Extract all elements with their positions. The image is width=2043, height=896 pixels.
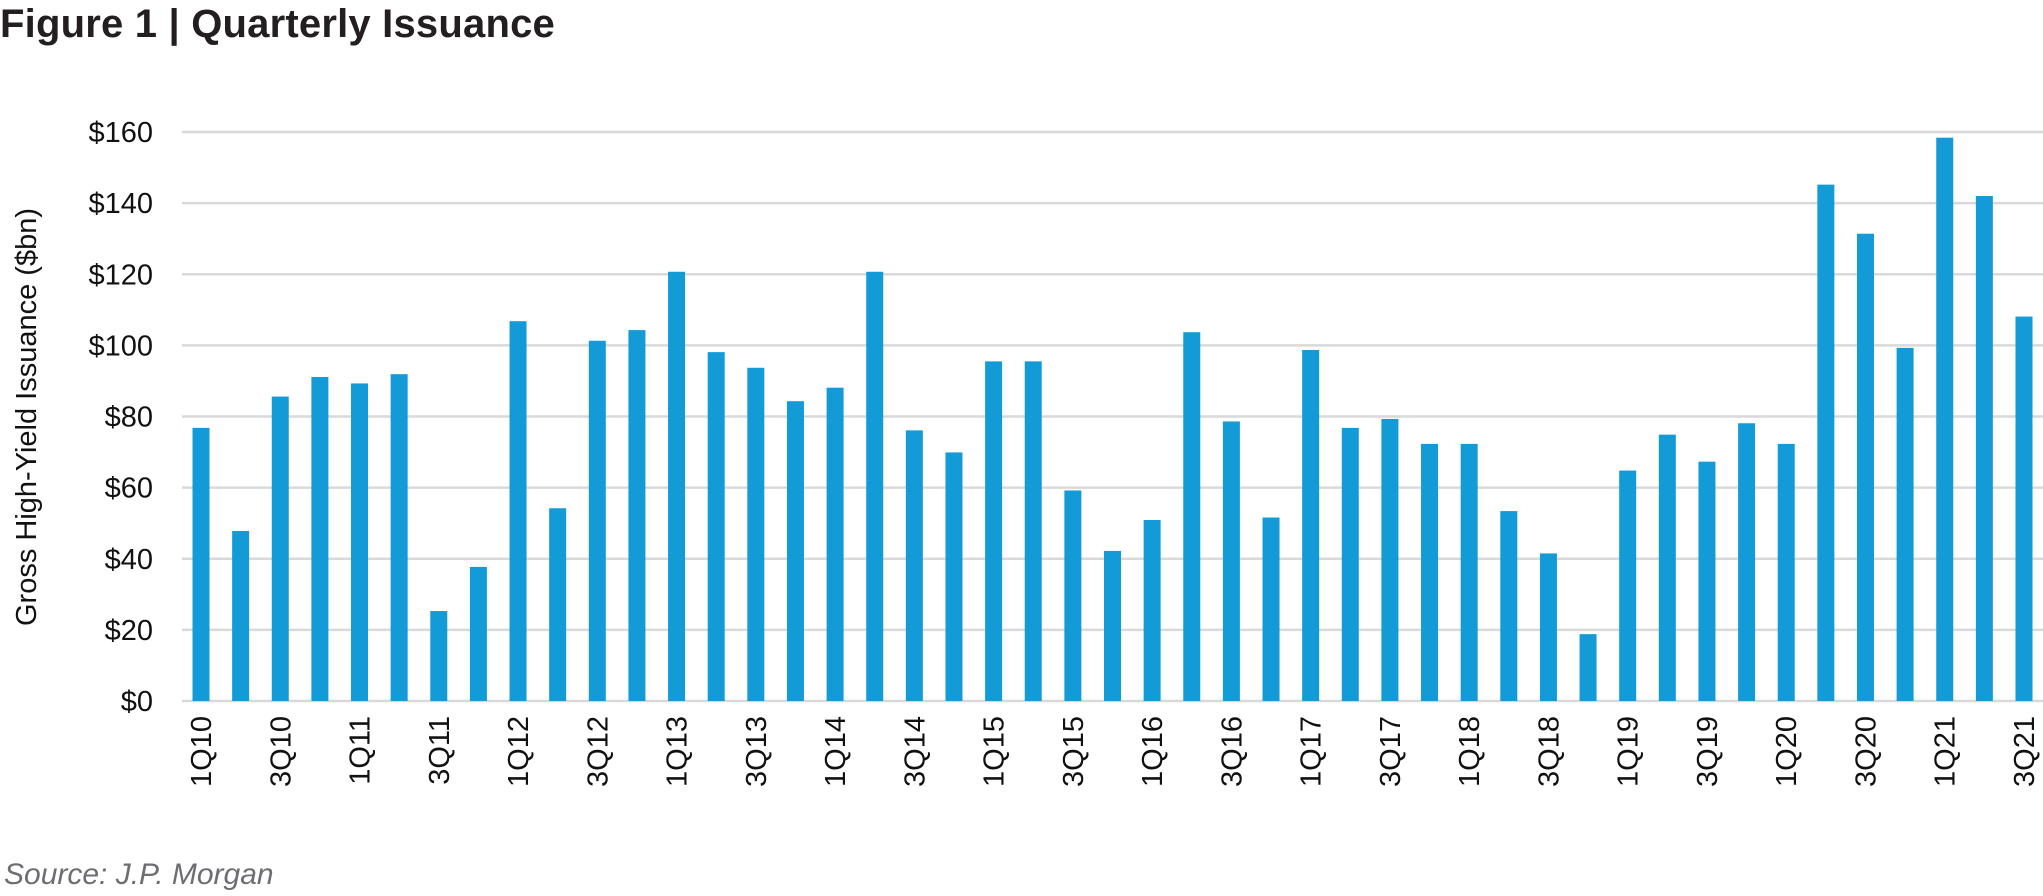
x-tick-label: 1Q21 bbox=[1930, 716, 1962, 787]
bar-2Q20 bbox=[1817, 184, 1835, 701]
bars bbox=[192, 137, 2033, 702]
bar-4Q10 bbox=[311, 377, 329, 701]
x-tick-label: 3Q20 bbox=[1850, 716, 1882, 787]
bar-1Q17 bbox=[1302, 349, 1320, 701]
x-tick-label: 1Q15 bbox=[979, 716, 1011, 787]
x-tick-label: 1Q18 bbox=[1454, 716, 1486, 787]
bar-1Q12 bbox=[509, 321, 527, 701]
x-axis-ticks: 1Q10 3Q10 1Q11 3Q11 1Q12 3Q12 1Q13 3Q13 1Q14 3Q14… bbox=[186, 716, 2041, 787]
y-tick-label: $100 bbox=[88, 330, 153, 362]
bar-2Q17 bbox=[1341, 427, 1359, 701]
bar-3Q19 bbox=[1698, 461, 1716, 701]
x-tick-label: 3Q11 bbox=[424, 716, 456, 785]
bar-4Q17 bbox=[1421, 443, 1439, 701]
bar-3Q18 bbox=[1539, 553, 1557, 701]
bar-3Q13 bbox=[747, 367, 765, 701]
bar-4Q13 bbox=[786, 401, 804, 701]
x-tick-label: 1Q19 bbox=[1613, 716, 1645, 787]
y-tick-label: $140 bbox=[88, 188, 153, 220]
bar-1Q10 bbox=[192, 427, 210, 701]
x-tick-label: 3Q10 bbox=[265, 716, 297, 787]
chart-title: Figure 1 | Quarterly Issuance bbox=[0, 2, 555, 46]
x-tick-label: 3Q19 bbox=[1692, 716, 1724, 787]
y-tick-label: $20 bbox=[105, 615, 153, 647]
bar-4Q12 bbox=[628, 330, 646, 701]
bar-2Q19 bbox=[1658, 434, 1676, 701]
bar-2Q18 bbox=[1500, 511, 1518, 701]
bar-2Q15 bbox=[1024, 361, 1042, 701]
bar-4Q20 bbox=[1896, 347, 1914, 701]
bar-1Q13 bbox=[668, 271, 686, 701]
bar-3Q21 bbox=[2015, 316, 2033, 701]
x-tick-label: 1Q14 bbox=[820, 716, 852, 787]
bar-4Q19 bbox=[1738, 423, 1756, 701]
y-tick-label: $160 bbox=[88, 117, 153, 149]
bar-4Q16 bbox=[1262, 517, 1280, 701]
x-tick-label: 1Q20 bbox=[1771, 716, 1803, 787]
bar-1Q11 bbox=[351, 383, 369, 701]
bar-2Q21 bbox=[1975, 196, 1993, 701]
x-tick-label: 3Q14 bbox=[899, 716, 931, 787]
bar-3Q11 bbox=[430, 611, 448, 701]
bar-1Q14 bbox=[826, 387, 844, 701]
x-tick-label: 1Q17 bbox=[1296, 716, 1328, 787]
x-tick-label: 3Q18 bbox=[1533, 716, 1565, 787]
bar-2Q11 bbox=[390, 374, 408, 701]
x-tick-label: 3Q12 bbox=[582, 716, 614, 787]
bar-1Q16 bbox=[1143, 519, 1161, 701]
x-tick-label: 3Q15 bbox=[1058, 716, 1090, 787]
bar-4Q11 bbox=[469, 566, 487, 701]
bar-3Q12 bbox=[588, 340, 606, 701]
bar-4Q18 bbox=[1579, 634, 1597, 701]
bar-2Q13 bbox=[707, 352, 725, 701]
y-axis-ticks: $0 $20 $40 $60 $80 $100 $120 $140 $160 bbox=[88, 117, 153, 718]
y-tick-label: $40 bbox=[105, 544, 153, 576]
bar-2Q14 bbox=[866, 271, 884, 701]
bar-1Q18 bbox=[1460, 443, 1478, 701]
x-tick-label: 1Q16 bbox=[1137, 716, 1169, 787]
bar-4Q14 bbox=[945, 452, 963, 701]
bar-3Q15 bbox=[1064, 490, 1082, 701]
bar-1Q21 bbox=[1936, 137, 1954, 701]
y-tick-label: $120 bbox=[88, 259, 153, 291]
bar-1Q20 bbox=[1777, 443, 1795, 701]
x-tick-label: 3Q16 bbox=[1216, 716, 1248, 787]
bar-3Q10 bbox=[271, 396, 289, 701]
x-tick-label: 1Q10 bbox=[186, 716, 218, 787]
x-tick-label: 1Q12 bbox=[503, 716, 535, 787]
y-tick-label: $60 bbox=[105, 473, 153, 505]
bar-1Q19 bbox=[1619, 470, 1637, 701]
bar-3Q17 bbox=[1381, 418, 1399, 701]
y-tick-label: $0 bbox=[121, 686, 153, 718]
x-tick-label: 1Q11 bbox=[345, 716, 377, 785]
x-tick-label: 3Q17 bbox=[1375, 716, 1407, 787]
bar-2Q10 bbox=[232, 531, 250, 701]
bar-2Q12 bbox=[549, 508, 567, 701]
y-axis-label: Gross High-Yield Issuance ($bn) bbox=[11, 208, 43, 626]
bar-4Q15 bbox=[1104, 550, 1121, 701]
x-tick-label: 3Q13 bbox=[741, 716, 773, 787]
y-tick-label: $80 bbox=[105, 402, 153, 434]
bar-3Q16 bbox=[1222, 421, 1240, 701]
bar-3Q14 bbox=[905, 430, 923, 701]
x-tick-label: 1Q13 bbox=[662, 716, 694, 787]
bar-2Q16 bbox=[1183, 332, 1201, 701]
bar-3Q20 bbox=[1856, 233, 1874, 702]
bar-1Q15 bbox=[985, 361, 1003, 701]
x-tick-label: 3Q21 bbox=[2009, 716, 2041, 787]
source-note: Source: J.P. Morgan bbox=[4, 858, 274, 891]
